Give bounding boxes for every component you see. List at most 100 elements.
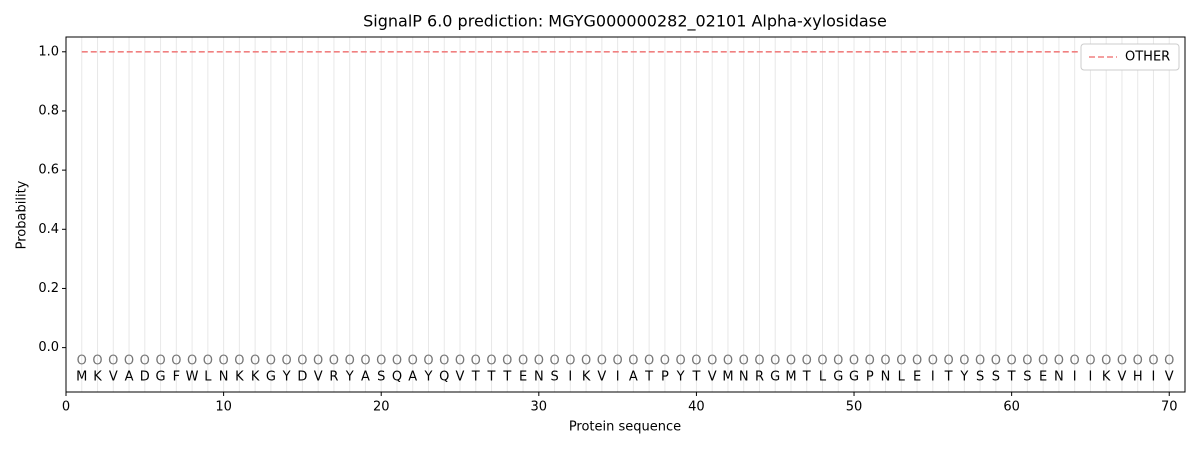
residue-letter: T xyxy=(487,370,496,385)
predicted-label: O xyxy=(92,353,102,368)
residue-letter: Q xyxy=(439,370,449,385)
predicted-label: O xyxy=(124,353,134,368)
predicted-label: O xyxy=(171,353,181,368)
predicted-label: O xyxy=(266,353,276,368)
x-tick-label: 70 xyxy=(1161,400,1178,415)
residue-letter: L xyxy=(898,370,906,385)
residue-letter: I xyxy=(616,370,620,385)
predicted-label: O xyxy=(502,353,512,368)
residue-letter: K xyxy=(582,370,591,385)
predicted-label: O xyxy=(203,353,213,368)
predicted-label: O xyxy=(1007,353,1017,368)
predicted-label: O xyxy=(691,353,701,368)
residue-letter: V xyxy=(109,370,118,385)
predicted-label: O xyxy=(754,353,764,368)
y-tick-label: 0.0 xyxy=(38,340,59,355)
residue-letter: G xyxy=(266,370,276,385)
residue-letter: I xyxy=(1089,370,1093,385)
residue-letter: T xyxy=(944,370,953,385)
predicted-label: O xyxy=(928,353,938,368)
predicted-label: O xyxy=(770,353,780,368)
residue-letter: Y xyxy=(282,370,291,385)
predicted-label: O xyxy=(628,353,638,368)
legend-box xyxy=(1080,43,1180,71)
predicted-label: O xyxy=(1101,353,1111,368)
predicted-label: O xyxy=(360,353,370,368)
residue-letter: S xyxy=(377,370,385,385)
predicted-label: O xyxy=(707,353,717,368)
x-tick-label: 60 xyxy=(1003,400,1020,415)
predicted-label: O xyxy=(455,353,465,368)
residue-letter: K xyxy=(235,370,244,385)
predicted-label: O xyxy=(865,353,875,368)
residue-letter: Y xyxy=(959,370,968,385)
predicted-label: O xyxy=(486,353,496,368)
predicted-label: O xyxy=(218,353,228,368)
y-tick-label: 1.0 xyxy=(38,44,59,59)
residue-letter: K xyxy=(93,370,102,385)
predicted-label: O xyxy=(282,353,292,368)
residue-letter: A xyxy=(629,370,638,385)
residue-letter: T xyxy=(1007,370,1016,385)
residue-letter: I xyxy=(568,370,572,385)
x-tick-label: 50 xyxy=(846,400,863,415)
predicted-label: O xyxy=(534,353,544,368)
predicted-label: O xyxy=(739,353,749,368)
residue-letter: A xyxy=(361,370,370,385)
residue-letter: S xyxy=(992,370,1000,385)
residue-letter: W xyxy=(186,370,199,385)
predicted-label: O xyxy=(408,353,418,368)
residue-letter: L xyxy=(204,370,212,385)
predicted-label: O xyxy=(345,353,355,368)
predicted-label: O xyxy=(849,353,859,368)
plot-frame xyxy=(65,36,1186,393)
residue-letter: E xyxy=(1039,370,1047,385)
x-tick-label: 20 xyxy=(373,400,390,415)
residue-letter: M xyxy=(722,370,733,385)
predicted-label: O xyxy=(234,353,244,368)
residue-letter: P xyxy=(661,370,669,385)
predicted-label: O xyxy=(250,353,260,368)
y-tick-label: 0.8 xyxy=(38,103,59,118)
residue-letter: D xyxy=(297,370,307,385)
residue-letter: M xyxy=(76,370,87,385)
predicted-label: O xyxy=(77,353,87,368)
predicted-label: O xyxy=(1054,353,1064,368)
residue-letter: V xyxy=(597,370,606,385)
residue-letter: G xyxy=(770,370,780,385)
residue-letter: N xyxy=(739,370,749,385)
residue-letter: G xyxy=(156,370,166,385)
predicted-label: O xyxy=(423,353,433,368)
residue-letter: E xyxy=(913,370,921,385)
residue-letter: T xyxy=(644,370,653,385)
residue-letter: N xyxy=(1054,370,1064,385)
predicted-label: O xyxy=(297,353,307,368)
y-tick-label: 0.6 xyxy=(38,163,59,178)
predicted-label: O xyxy=(1133,353,1143,368)
predicted-label: O xyxy=(1022,353,1032,368)
residue-letter: S xyxy=(976,370,984,385)
predicted-label: O xyxy=(912,353,922,368)
residue-letter: K xyxy=(251,370,260,385)
predicted-label: O xyxy=(723,353,733,368)
predicted-label: O xyxy=(581,353,591,368)
residue-letter: G xyxy=(833,370,843,385)
predicted-label: O xyxy=(833,353,843,368)
residue-letter: T xyxy=(691,370,700,385)
predicted-label: O xyxy=(471,353,481,368)
predicted-label: O xyxy=(644,353,654,368)
residue-letter: K xyxy=(1102,370,1111,385)
x-tick-label: 10 xyxy=(215,400,232,415)
predicted-label: O xyxy=(817,353,827,368)
predicted-label: O xyxy=(140,353,150,368)
residue-letter: N xyxy=(534,370,544,385)
residue-letter: A xyxy=(125,370,134,385)
residue-letter: V xyxy=(708,370,717,385)
residue-letter: I xyxy=(931,370,935,385)
predicted-label: O xyxy=(1164,353,1174,368)
predicted-label: O xyxy=(518,353,528,368)
residue-letter: R xyxy=(755,370,764,385)
x-tick-label: 30 xyxy=(531,400,548,415)
predicted-label: O xyxy=(108,353,118,368)
